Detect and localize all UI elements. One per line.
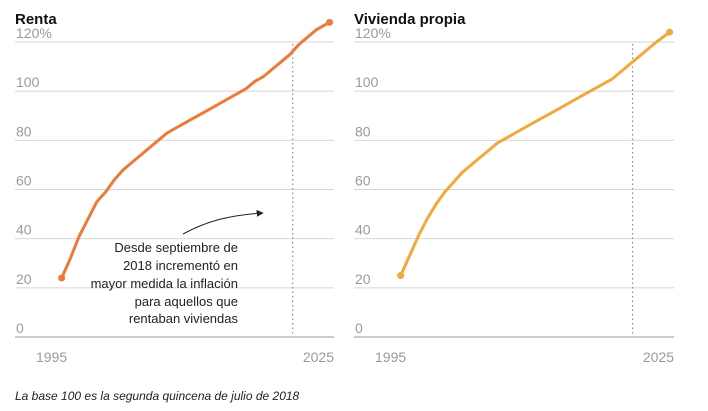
y-tick-label: 20 xyxy=(355,271,371,287)
y-tick-label: 20 xyxy=(16,271,32,287)
y-tick-labels: 0 20 40 60 80 100 120% xyxy=(16,25,52,336)
annotation-line: Desde septiembre de xyxy=(114,240,238,255)
x-tick-start: 1995 xyxy=(375,349,406,365)
y-tick-label: 60 xyxy=(355,173,371,189)
end-point xyxy=(666,28,674,36)
y-tick-label: 80 xyxy=(355,123,371,139)
panel-renta: Renta 0 20 40 60 80 100 120% 1995 2025 xyxy=(15,11,334,365)
panel-vivienda-propia: Vivienda propia 0 20 40 60 80 100 120% 1995 20… xyxy=(354,11,674,365)
x-tick-end: 2025 xyxy=(303,349,334,365)
grid-layer xyxy=(15,41,334,338)
footnote: La base 100 es la segunda quincena de ju… xyxy=(15,389,300,403)
start-point xyxy=(58,274,66,282)
annotation-line: 2018 incrementó en xyxy=(123,258,238,273)
annotation-arrow xyxy=(182,209,264,235)
y-tick-label: 0 xyxy=(355,320,363,336)
y-tick-label: 0 xyxy=(16,320,24,336)
y-tick-label: 100 xyxy=(355,74,379,90)
annotation-line: para aquellos que xyxy=(135,294,238,309)
y-tick-label: 120% xyxy=(16,25,52,41)
start-point xyxy=(397,272,405,280)
annotation-line: mayor medida la inflación xyxy=(91,276,238,291)
grid-layer xyxy=(354,41,674,338)
x-tick-end: 2025 xyxy=(643,349,674,365)
y-tick-label: 80 xyxy=(16,123,32,139)
panel-title: Renta xyxy=(15,11,57,28)
end-point xyxy=(326,18,334,26)
y-tick-label: 60 xyxy=(16,173,32,189)
y-tick-label: 120% xyxy=(355,25,391,41)
series-line-renta xyxy=(60,20,332,280)
y-tick-label: 40 xyxy=(16,222,32,238)
annotation-line: rentaban viviendas xyxy=(129,311,239,326)
panel-title: Vivienda propia xyxy=(354,11,466,28)
x-tick-start: 1995 xyxy=(36,349,67,365)
annotation: Desde septiembre de 2018 incrementó en m… xyxy=(91,209,264,326)
y-tick-label: 40 xyxy=(355,222,371,238)
y-tick-labels: 0 20 40 60 80 100 120% xyxy=(355,25,391,336)
y-tick-label: 100 xyxy=(16,74,40,90)
series-line-vivienda-propia xyxy=(399,30,672,277)
